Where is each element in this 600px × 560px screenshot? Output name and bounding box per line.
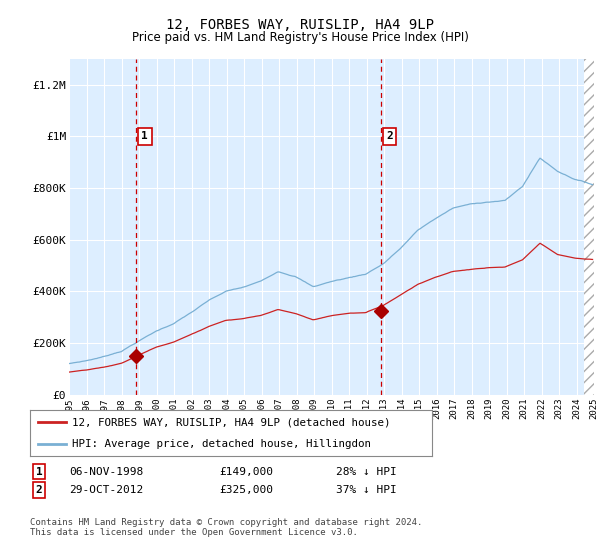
Text: 2: 2 bbox=[386, 132, 393, 141]
Text: 1: 1 bbox=[142, 132, 148, 141]
Text: 12, FORBES WAY, RUISLIP, HA4 9LP (detached house): 12, FORBES WAY, RUISLIP, HA4 9LP (detach… bbox=[72, 417, 391, 427]
Text: HPI: Average price, detached house, Hillingdon: HPI: Average price, detached house, Hill… bbox=[72, 440, 371, 450]
Text: 28% ↓ HPI: 28% ↓ HPI bbox=[336, 466, 397, 477]
Text: 12, FORBES WAY, RUISLIP, HA4 9LP: 12, FORBES WAY, RUISLIP, HA4 9LP bbox=[166, 18, 434, 32]
Text: £149,000: £149,000 bbox=[219, 466, 273, 477]
Text: 37% ↓ HPI: 37% ↓ HPI bbox=[336, 485, 397, 495]
Text: Contains HM Land Registry data © Crown copyright and database right 2024.
This d: Contains HM Land Registry data © Crown c… bbox=[30, 518, 422, 538]
Text: 1: 1 bbox=[35, 466, 43, 477]
Text: 29-OCT-2012: 29-OCT-2012 bbox=[69, 485, 143, 495]
Text: Price paid vs. HM Land Registry's House Price Index (HPI): Price paid vs. HM Land Registry's House … bbox=[131, 31, 469, 44]
Text: 06-NOV-1998: 06-NOV-1998 bbox=[69, 466, 143, 477]
Text: 2: 2 bbox=[35, 485, 43, 495]
Text: £325,000: £325,000 bbox=[219, 485, 273, 495]
Bar bbox=[583, 59, 594, 395]
